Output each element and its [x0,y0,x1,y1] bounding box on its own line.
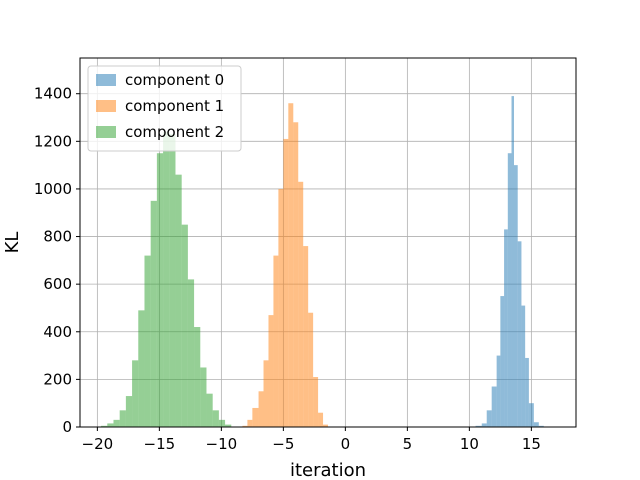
y-tick-label: 0 [62,418,72,436]
histogram-bar-component-0 [507,153,512,427]
histogram-bar-component-0 [525,357,529,427]
y-tick-label: 600 [43,275,72,293]
legend-swatch-component-2 [96,126,116,138]
histogram-bar-component-1 [283,138,289,427]
histogram-bar-component-0 [486,410,492,427]
y-axis-label: KL [2,232,23,254]
histogram-bar-component-0 [517,241,522,427]
histogram-bar-component-2 [169,134,176,427]
histogram-bar-component-2 [156,153,164,427]
histogram-bar-component-0 [475,425,482,427]
x-tick-label: 15 [522,435,541,453]
histogram-bar-component-1 [278,188,284,427]
histogram-bar-component-2 [107,423,114,427]
histogram-bar-component-0 [500,296,505,427]
histogram-bar-component-2 [175,174,182,427]
legend-swatch-component-1 [96,100,116,112]
histogram-bar-component-2 [218,419,226,427]
histogram-bar-component-2 [113,419,120,427]
legend-label-component-2: component 2 [125,123,224,141]
histogram-bar-component-1 [242,425,248,427]
y-axis-ticks: 0 200 400 600 800 1000 1200 1400 [34,85,80,436]
histogram-bar-component-1 [288,103,294,427]
histogram-bar-component-2 [144,255,151,427]
histogram-bar-component-2 [181,224,188,427]
histogram-bar-component-1 [263,360,269,427]
legend-swatch-component-0 [96,74,116,86]
histogram-bar-component-1 [268,315,274,427]
histogram-bar-component-1 [258,391,264,427]
histogram-bar-component-2 [200,367,207,427]
histogram-bar-component-0 [511,96,514,427]
histogram-bar-component-2 [206,393,213,427]
histogram-bar-component-1 [293,122,299,428]
y-tick-label: 400 [43,323,72,341]
plot-frame [79,57,577,428]
histogram-bar-component-0 [528,403,534,427]
x-tick-label: −20 [82,435,114,453]
x-tick-label: 10 [460,435,479,453]
legend-box [87,65,242,152]
histogram-bar-component-0 [514,165,518,427]
y-tick-label: 1400 [34,85,72,103]
histogram-bar-component-0 [504,229,508,427]
histogram-bar-component-1 [252,407,259,427]
x-tick-label: −5 [272,435,294,453]
histogram-bar-component-0 [481,423,487,427]
histogram-bar-component-2 [101,425,108,427]
y-tick-label: 1000 [34,180,72,198]
histogram-bar-component-1 [298,181,304,427]
histogram-bar-component-2 [225,424,232,427]
histogram-bar-component-2 [132,360,139,427]
histogram-bar-component-2 [163,131,170,428]
y-tick-label: 1200 [34,132,72,150]
y-tick-label: 800 [43,228,72,246]
histogram-bar-component-0 [521,305,526,427]
histogram-bar-component-2 [119,410,126,427]
histogram-bar-component-1 [303,246,309,427]
histogram-bar-component-2 [187,279,195,427]
histogram-bar-component-1 [247,419,253,427]
x-tick-label: 5 [403,435,413,453]
histogram-bar-component-1 [318,412,324,427]
x-tick-label: −15 [144,435,176,453]
legend-label-component-1: component 1 [125,97,224,115]
y-tick-label: 200 [43,370,72,388]
legend-label-component-0: component 0 [125,71,224,89]
histogram-bar-component-2 [212,410,219,427]
x-tick-label: 0 [341,435,351,453]
x-axis-ticks: −20 −15 −10 −5 0 5 10 15 [82,427,541,453]
histogram-bar-component-2 [194,327,201,427]
x-tick-label: −10 [206,435,238,453]
histogram-bar-component-2 [138,310,145,427]
histogram-bar-component-2 [125,396,133,427]
legend: component 0 component 1 component 2 [87,65,242,152]
histogram-bar-component-0 [538,425,544,427]
histogram-bar-component-0 [491,386,497,427]
histogram-bar-component-0 [496,355,501,427]
histogram-bar-component-2 [150,200,157,427]
histogram-bar-component-1 [308,312,314,427]
histogram-bar-component-1 [273,255,279,427]
x-axis-label: iteration [290,460,366,480]
histogram-bar-component-1 [313,377,319,427]
histogram-bar-component-1 [323,424,328,427]
histogram-bar-component-0 [533,422,539,427]
histogram-bars [101,96,544,428]
